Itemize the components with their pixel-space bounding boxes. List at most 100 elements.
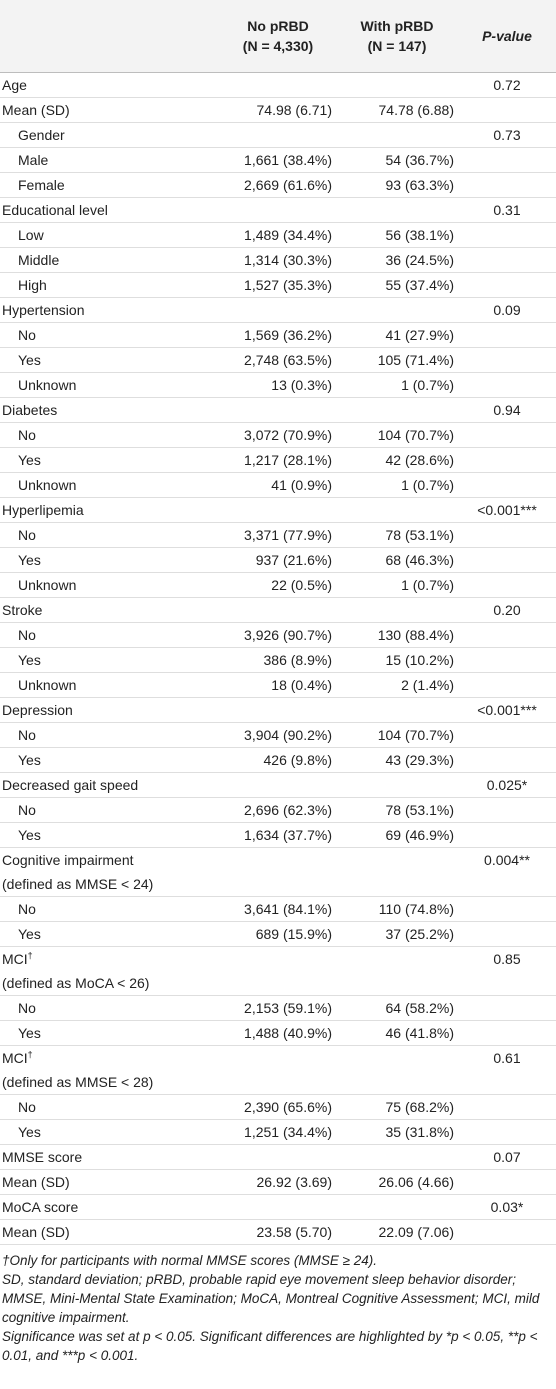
value-cell <box>220 122 336 148</box>
p-value <box>458 1094 556 1120</box>
row-label: Yes <box>0 347 220 373</box>
header-row: No pRBD (N = 4,330) With pRBD (N = 147) P-va… <box>0 0 556 73</box>
table-row: Diabetes 0.94 <box>0 397 556 423</box>
value-cell <box>336 297 458 323</box>
value-cell <box>336 122 458 148</box>
value-cell <box>220 697 336 723</box>
p-value: 0.61 <box>458 1045 556 1095</box>
value-cell: 15 (10.2%) <box>336 647 458 673</box>
label-line: Yes <box>18 452 41 468</box>
value-cell: 2,153 (59.1%) <box>220 995 336 1021</box>
row-label: Mean (SD) <box>0 1219 220 1245</box>
value-cell: 93 (63.3%) <box>336 172 458 198</box>
value-cell: 41 (0.9%) <box>220 472 336 498</box>
label-text: Age <box>2 73 214 97</box>
label-text: (defined as MMSE < 28) <box>2 1070 214 1094</box>
table-row: Middle 1,314 (30.3%) 36 (24.5%) <box>0 247 556 273</box>
value-cell: 3,072 (70.9%) <box>220 422 336 448</box>
value-cell: 130 (88.4%) <box>336 622 458 648</box>
data-table: No pRBD (N = 4,330) With pRBD (N = 147) P-va… <box>0 0 556 1245</box>
label-text: No <box>18 723 214 747</box>
table-row: Yes 1,217 (28.1%) 42 (28.6%) <box>0 447 556 473</box>
value-cell: 23.58 (5.70) <box>220 1219 336 1245</box>
label-text: MCI† <box>2 947 214 971</box>
p-value <box>458 222 556 248</box>
label-line: High <box>18 277 47 293</box>
table-row: Yes 937 (21.6%) 68 (46.3%) <box>0 547 556 573</box>
value-cell: 937 (21.6%) <box>220 547 336 573</box>
label-line: Stroke <box>2 602 43 618</box>
label-line: No <box>18 802 36 818</box>
table-row: Yes 1,251 (34.4%) 35 (31.8%) <box>0 1119 556 1145</box>
p-value: 0.07 <box>458 1144 556 1170</box>
row-label: Yes <box>0 547 220 573</box>
label-text: Unknown <box>18 673 214 697</box>
footnote-mark: † <box>27 1049 33 1060</box>
label-line: MCI <box>2 1050 28 1066</box>
label-line: Yes <box>18 552 41 568</box>
table-row: Unknown 18 (0.4%) 2 (1.4%) <box>0 672 556 698</box>
header-text: P-value <box>482 28 532 44</box>
p-value <box>458 622 556 648</box>
label-line: Yes <box>18 1025 41 1041</box>
label-line: Educational level <box>2 202 108 218</box>
value-cell: 68 (46.3%) <box>336 547 458 573</box>
footnote: †Only for participants with normal MMSE … <box>2 1253 378 1268</box>
label-text: Educational level <box>2 198 214 222</box>
p-value <box>458 347 556 373</box>
p-value: 0.31 <box>458 197 556 223</box>
label-text: Yes <box>18 1021 214 1045</box>
p-value: 0.72 <box>458 72 556 98</box>
label-text: Decreased gait speed <box>2 773 214 797</box>
label-line: Mean (SD) <box>2 1174 70 1190</box>
table-row: MCI† (defined as MoCA < 26) 0.85 <box>0 946 556 996</box>
value-cell: 2 (1.4%) <box>336 672 458 698</box>
p-value: 0.03* <box>458 1194 556 1220</box>
value-cell: 2,390 (65.6%) <box>220 1094 336 1120</box>
header-text: (N = 4,330) <box>242 38 314 54</box>
label-text: No <box>18 523 214 547</box>
table-row: Female 2,669 (61.6%) 93 (63.3%) <box>0 172 556 198</box>
table-row: MCI† (defined as MMSE < 28) 0.61 <box>0 1045 556 1095</box>
value-cell: 1,314 (30.3%) <box>220 247 336 273</box>
table-row: No 3,904 (90.2%) 104 (70.7%) <box>0 722 556 748</box>
table-row: Stroke 0.20 <box>0 597 556 623</box>
value-cell <box>336 772 458 798</box>
p-value <box>458 1169 556 1195</box>
value-cell <box>220 847 336 897</box>
p-value <box>458 896 556 922</box>
p-value <box>458 1020 556 1046</box>
label-line: No <box>18 327 36 343</box>
table-row: Hypertension 0.09 <box>0 297 556 323</box>
label-text: No <box>18 623 214 647</box>
header-text: No pRBD <box>247 18 309 34</box>
label-text: No <box>18 1095 214 1119</box>
label-line: Female <box>18 177 65 193</box>
label-line: Yes <box>18 926 41 942</box>
p-value: 0.20 <box>458 597 556 623</box>
table-row: Yes 1,488 (40.9%) 46 (41.8%) <box>0 1020 556 1046</box>
label-text: Yes <box>18 348 214 372</box>
label-line: Yes <box>18 752 41 768</box>
p-value: 0.004** <box>458 847 556 897</box>
table-row: No 1,569 (36.2%) 41 (27.9%) <box>0 322 556 348</box>
label-text: Stroke <box>2 598 214 622</box>
table-row: No 2,153 (59.1%) 64 (58.2%) <box>0 995 556 1021</box>
label-line: Yes <box>18 827 41 843</box>
value-cell: 110 (74.8%) <box>336 896 458 922</box>
value-cell <box>220 946 336 996</box>
table-row: Hyperlipemia <0.001*** <box>0 497 556 523</box>
value-cell: 104 (70.7%) <box>336 422 458 448</box>
footnote-mark: † <box>27 950 33 961</box>
label-line: Middle <box>18 252 60 268</box>
label-line: (defined as MMSE < 28) <box>2 1074 154 1090</box>
label-text: Yes <box>18 922 214 946</box>
table-row: Yes 2,748 (63.5%) 105 (71.4%) <box>0 347 556 373</box>
label-text: Cognitive impairment <box>2 848 214 872</box>
p-value <box>458 572 556 598</box>
row-label: MMSE score <box>0 1144 220 1170</box>
label-text: Hyperlipemia <box>2 498 214 522</box>
table-row: Age 0.72 <box>0 72 556 98</box>
p-value <box>458 472 556 498</box>
label-text: No <box>18 798 214 822</box>
